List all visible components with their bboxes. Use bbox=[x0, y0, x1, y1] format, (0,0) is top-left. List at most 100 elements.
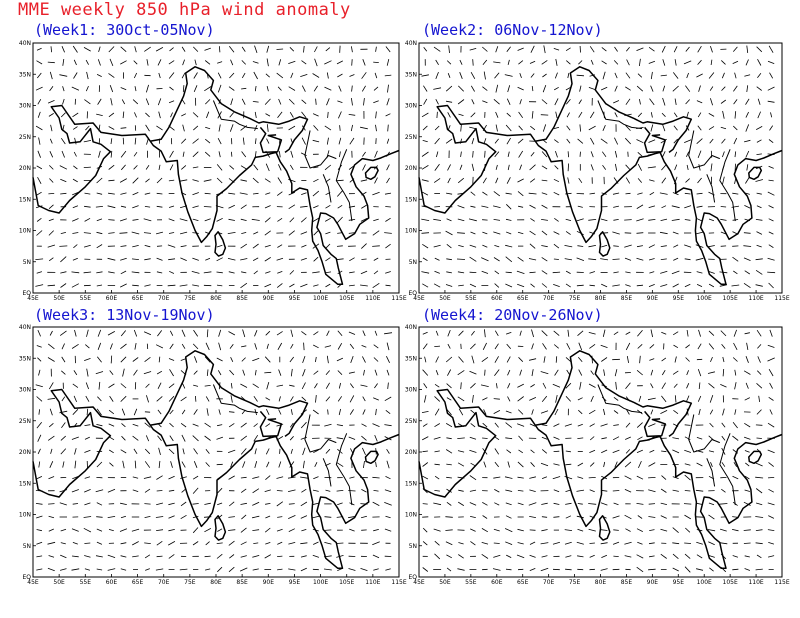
lon-tick-label: 80E bbox=[210, 579, 222, 586]
lon-tick-label: 90E bbox=[647, 579, 659, 586]
lat-tick-label: 35N bbox=[405, 71, 417, 78]
country-borders bbox=[150, 350, 353, 506]
lat-tick-label: 15N bbox=[19, 196, 31, 203]
lat-tick-label: 10N bbox=[405, 512, 417, 519]
lon-tick-label: 90E bbox=[263, 579, 275, 586]
lat-tick-label: 20N bbox=[405, 165, 417, 172]
lon-tick-label: 90E bbox=[647, 295, 659, 302]
lon-tick-label: 110E bbox=[365, 579, 380, 586]
country-borders bbox=[535, 66, 736, 222]
lon-tick-label: 115E bbox=[391, 579, 406, 586]
lon-tick-label: 55E bbox=[80, 295, 92, 302]
lon-tick-label: 100E bbox=[697, 295, 712, 302]
country-borders bbox=[150, 66, 353, 222]
lon-tick-label: 65E bbox=[517, 579, 529, 586]
lon-tick-label: 70E bbox=[158, 295, 170, 302]
lat-tick-label: 30N bbox=[19, 103, 31, 110]
lat-tick-label: 20N bbox=[19, 165, 31, 172]
lon-tick-label: 95E bbox=[673, 579, 685, 586]
lon-tick-label: 70E bbox=[158, 579, 170, 586]
lon-tick-label: 95E bbox=[289, 579, 301, 586]
wind-vectors bbox=[35, 329, 393, 573]
lon-tick-label: 80E bbox=[210, 295, 222, 302]
lat-tick-label: 5N bbox=[23, 543, 31, 550]
lon-tick-label: 115E bbox=[774, 295, 789, 302]
lon-tick-label: 85E bbox=[621, 579, 633, 586]
lon-tick-label: 50E bbox=[439, 579, 451, 586]
lon-tick-label: 100E bbox=[313, 579, 328, 586]
lat-tick-label: 25N bbox=[19, 134, 31, 141]
lat-tick-label: 20N bbox=[19, 449, 31, 456]
lon-tick-label: 60E bbox=[491, 579, 503, 586]
map-panel-week4: 45E 50E 55E 60E 65E 70E 75E 80E 85E 90E 95E 100E 105… bbox=[405, 324, 790, 586]
map-frame bbox=[418, 326, 783, 578]
lat-tick-label: 10N bbox=[19, 228, 31, 235]
figure-title: MME weekly 850 hPa wind anomaly bbox=[18, 0, 351, 20]
lat-tick-label: 5N bbox=[23, 259, 31, 266]
coastline bbox=[418, 388, 783, 570]
lat-tick-label: 40N bbox=[19, 40, 31, 47]
lat-tick-label: 30N bbox=[405, 103, 417, 110]
lon-tick-label: 80E bbox=[595, 579, 607, 586]
lon-tick-label: 55E bbox=[80, 579, 92, 586]
lon-tick-label: 70E bbox=[543, 295, 555, 302]
lon-tick-label: 65E bbox=[132, 295, 144, 302]
panel-title-week4: (Week4: 20Nov-26Nov) bbox=[422, 306, 603, 324]
lat-tick-label: 10N bbox=[405, 228, 417, 235]
lon-tick-label: 45E bbox=[27, 579, 39, 586]
lat-tick-label: 35N bbox=[405, 355, 417, 362]
lon-tick-label: 55E bbox=[465, 579, 477, 586]
lon-tick-label: 55E bbox=[465, 295, 477, 302]
lon-tick-label: 110E bbox=[365, 295, 380, 302]
lat-tick-label: 25N bbox=[19, 418, 31, 425]
lat-tick-label: 15N bbox=[405, 480, 417, 487]
coastline bbox=[418, 104, 783, 286]
map-panel-week1: 45E 50E 55E 60E 65E 70E 75E 80E 85E 90E 95E 100E 105… bbox=[19, 40, 407, 302]
lat-tick-label: 30N bbox=[19, 387, 31, 394]
wind-vectors bbox=[35, 45, 392, 289]
lon-tick-label: 45E bbox=[27, 295, 39, 302]
lon-tick-label: 65E bbox=[517, 295, 529, 302]
lon-tick-label: 95E bbox=[673, 295, 685, 302]
lat-tick-label: 35N bbox=[19, 71, 31, 78]
wind-vectors bbox=[421, 329, 775, 573]
panel-title-week3: (Week3: 13Nov-19Nov) bbox=[34, 306, 215, 324]
lon-tick-label: 100E bbox=[697, 579, 712, 586]
lat-tick-label: 15N bbox=[19, 480, 31, 487]
map-frame bbox=[32, 42, 400, 294]
lat-tick-label: 25N bbox=[405, 134, 417, 141]
lat-tick-label: 5N bbox=[409, 543, 417, 550]
lat-tick-label: 20N bbox=[405, 449, 417, 456]
lat-tick-label: 25N bbox=[405, 418, 417, 425]
lon-tick-label: 50E bbox=[53, 579, 65, 586]
lon-tick-label: 75E bbox=[569, 579, 581, 586]
coastline bbox=[32, 388, 400, 570]
lon-tick-label: 90E bbox=[263, 295, 275, 302]
lon-tick-label: 75E bbox=[569, 295, 581, 302]
lat-tick-label: 15N bbox=[405, 196, 417, 203]
lat-tick-label: EQ bbox=[22, 574, 31, 581]
lon-tick-label: 105E bbox=[723, 579, 738, 586]
lon-tick-label: 50E bbox=[439, 295, 451, 302]
panel-title-week1: (Week1: 30Oct-05Nov) bbox=[34, 21, 215, 39]
map-frame bbox=[32, 326, 400, 578]
lat-tick-label: 40N bbox=[405, 40, 417, 47]
lon-tick-label: 105E bbox=[339, 295, 354, 302]
lon-tick-label: 95E bbox=[289, 295, 301, 302]
lat-tick-label: 30N bbox=[405, 387, 417, 394]
lon-tick-label: 80E bbox=[595, 295, 607, 302]
lon-tick-label: 70E bbox=[543, 579, 555, 586]
lat-tick-label: 10N bbox=[19, 512, 31, 519]
lon-tick-label: 115E bbox=[391, 295, 406, 302]
lon-tick-label: 75E bbox=[184, 579, 196, 586]
lat-tick-label: 5N bbox=[409, 259, 417, 266]
lat-tick-label: 35N bbox=[19, 355, 31, 362]
lon-tick-label: 105E bbox=[723, 295, 738, 302]
lat-tick-label: EQ bbox=[22, 290, 31, 297]
lon-tick-label: 50E bbox=[53, 295, 65, 302]
lat-tick-label: 40N bbox=[405, 324, 417, 331]
country-borders bbox=[535, 350, 736, 506]
lon-tick-label: 100E bbox=[313, 295, 328, 302]
lat-tick-label: EQ bbox=[408, 574, 417, 581]
lon-tick-label: 105E bbox=[339, 579, 354, 586]
